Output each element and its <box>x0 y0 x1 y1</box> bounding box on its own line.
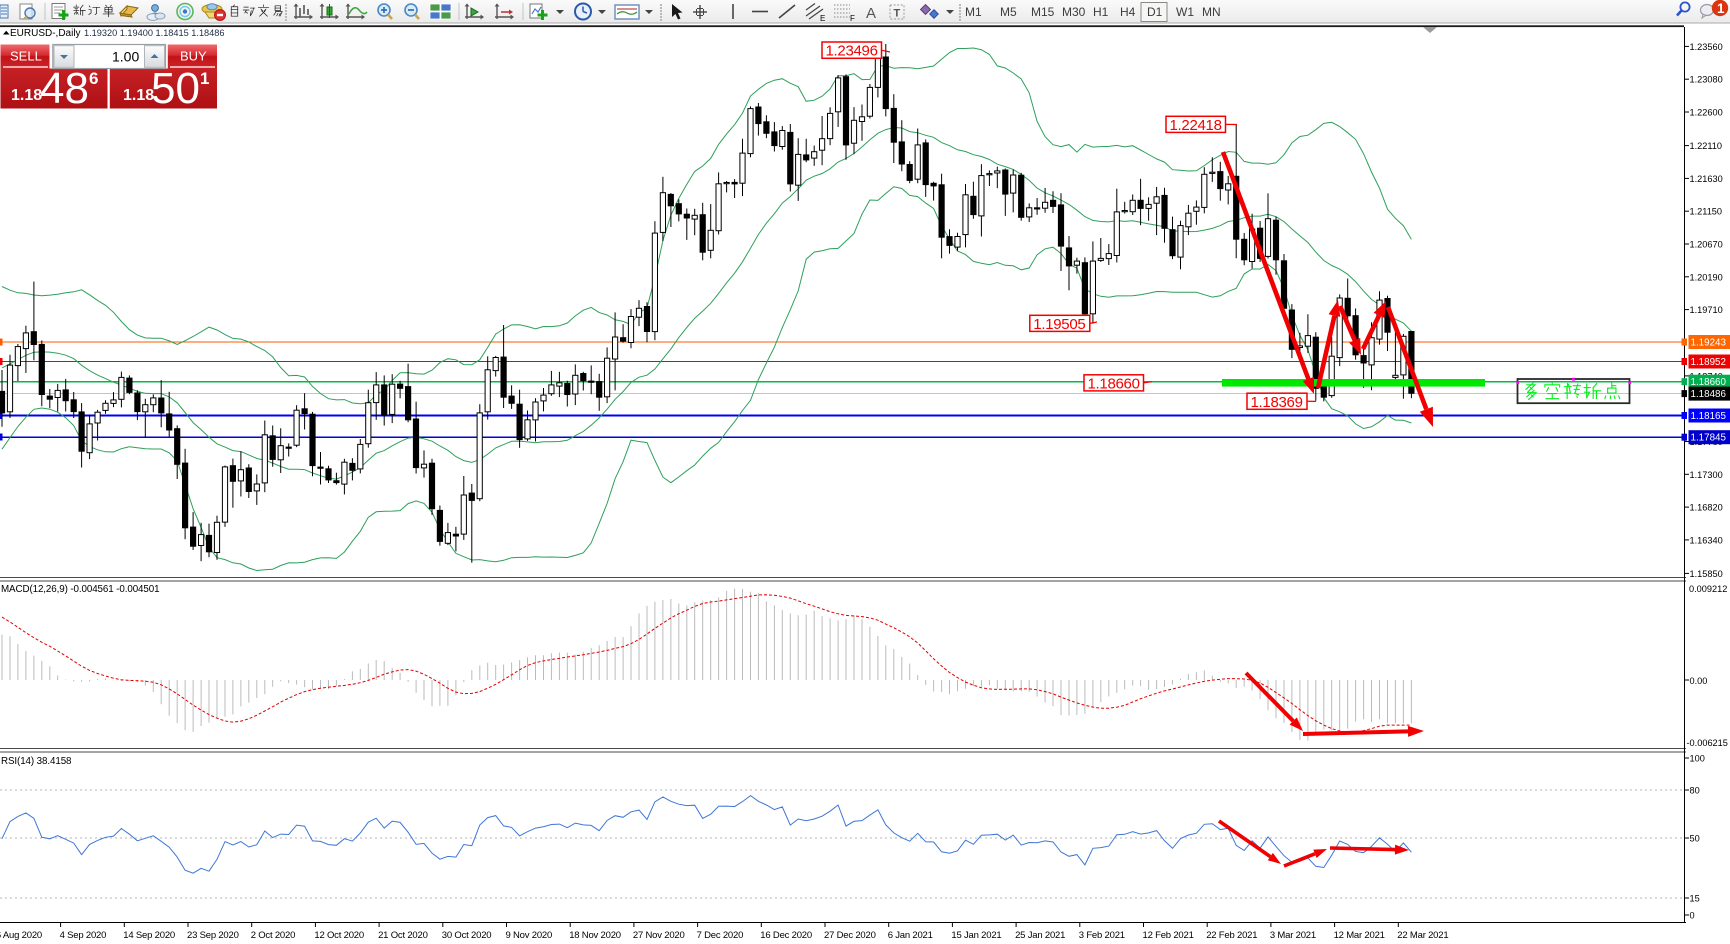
svg-text:H4: H4 <box>1120 5 1136 19</box>
svg-text:RSI(14) 38.4158: RSI(14) 38.4158 <box>1 756 72 767</box>
svg-text:1.16820: 1.16820 <box>1690 503 1723 513</box>
svg-text:1.22110: 1.22110 <box>1690 141 1723 151</box>
svg-text:1.18165: 1.18165 <box>1691 411 1727 422</box>
svg-text:27 Dec 2020: 27 Dec 2020 <box>824 930 876 941</box>
svg-text:6 Aug 2020: 6 Aug 2020 <box>0 930 42 941</box>
svg-text:48: 48 <box>40 64 89 113</box>
svg-text:25 Jan 2021: 25 Jan 2021 <box>1015 930 1065 941</box>
svg-text:1.00: 1.00 <box>112 49 139 65</box>
svg-text:15 Jan 2021: 15 Jan 2021 <box>951 930 1001 941</box>
svg-text:1.20670: 1.20670 <box>1690 240 1723 250</box>
svg-text:1.18660: 1.18660 <box>1088 375 1140 392</box>
svg-text:14 Sep 2020: 14 Sep 2020 <box>123 930 175 941</box>
svg-text:50: 50 <box>151 64 200 113</box>
svg-text:16 Dec 2020: 16 Dec 2020 <box>760 930 812 941</box>
svg-text:9 Nov 2020: 9 Nov 2020 <box>506 930 553 941</box>
svg-text:H1: H1 <box>1093 5 1109 19</box>
svg-text:6: 6 <box>89 69 98 88</box>
svg-text:30 Oct 2020: 30 Oct 2020 <box>442 930 492 941</box>
svg-text:M1: M1 <box>965 5 982 19</box>
svg-text:1.17300: 1.17300 <box>1690 470 1723 480</box>
svg-text:1.21150: 1.21150 <box>1690 207 1723 217</box>
svg-text:1: 1 <box>200 69 209 88</box>
svg-text:1.18486: 1.18486 <box>1691 389 1727 400</box>
svg-text:W1: W1 <box>1176 5 1194 19</box>
svg-text:1.19320 1.19400 1.18415 1.1848: 1.19320 1.19400 1.18415 1.18486 <box>84 28 225 38</box>
svg-text:1.18952: 1.18952 <box>1691 357 1726 368</box>
svg-text:1.16340: 1.16340 <box>1690 535 1723 545</box>
svg-text:SELL: SELL <box>10 49 42 64</box>
svg-text:1.22600: 1.22600 <box>1690 108 1723 118</box>
svg-text:1.19505: 1.19505 <box>1033 316 1085 333</box>
svg-text:1.19710: 1.19710 <box>1690 305 1723 315</box>
svg-text:3 Feb 2021: 3 Feb 2021 <box>1079 930 1125 941</box>
svg-text:1.23080: 1.23080 <box>1690 75 1723 85</box>
svg-text:15: 15 <box>1690 894 1700 904</box>
svg-text:100: 100 <box>1690 754 1705 764</box>
svg-text:1.23496: 1.23496 <box>826 43 878 60</box>
svg-text:0.009212: 0.009212 <box>1689 584 1727 594</box>
svg-text:4 Sep 2020: 4 Sep 2020 <box>60 930 107 941</box>
svg-text:1.21630: 1.21630 <box>1690 174 1723 184</box>
svg-text:M5: M5 <box>1000 5 1017 19</box>
svg-text:21 Oct 2020: 21 Oct 2020 <box>378 930 428 941</box>
svg-text:MACD(12,26,9) -0.004561 -0.004: MACD(12,26,9) -0.004561 -0.004501 <box>1 584 159 595</box>
svg-text:1: 1 <box>1717 1 1725 16</box>
svg-text:50: 50 <box>1690 834 1700 844</box>
svg-text:12 Oct 2020: 12 Oct 2020 <box>314 930 364 941</box>
svg-text:A: A <box>866 5 876 22</box>
svg-text:12 Feb 2021: 12 Feb 2021 <box>1143 930 1194 941</box>
svg-text:80: 80 <box>1690 786 1700 796</box>
svg-text:1.20190: 1.20190 <box>1690 272 1723 282</box>
svg-text:MN: MN <box>1202 5 1221 19</box>
svg-text:F: F <box>850 14 855 23</box>
svg-text:6 Jan 2021: 6 Jan 2021 <box>888 930 933 941</box>
svg-text:1.22418: 1.22418 <box>1170 117 1222 134</box>
svg-text:M15: M15 <box>1031 5 1055 19</box>
svg-text:0.00: 0.00 <box>1690 676 1708 686</box>
svg-text:M30: M30 <box>1062 5 1086 19</box>
svg-text:2 Oct 2020: 2 Oct 2020 <box>251 930 295 941</box>
svg-text:-0.006215: -0.006215 <box>1687 738 1728 748</box>
svg-text:23 Sep 2020: 23 Sep 2020 <box>187 930 239 941</box>
svg-text:27 Nov 2020: 27 Nov 2020 <box>633 930 685 941</box>
svg-text:EURUSD-,Daily: EURUSD-,Daily <box>10 28 81 39</box>
svg-text:1.18369: 1.18369 <box>1251 394 1303 411</box>
svg-text:1.19243: 1.19243 <box>1691 338 1727 349</box>
svg-text:D1: D1 <box>1147 5 1163 19</box>
svg-text:22 Feb 2021: 22 Feb 2021 <box>1206 930 1257 941</box>
svg-text:E: E <box>820 14 825 23</box>
svg-text:12 Mar 2021: 12 Mar 2021 <box>1334 930 1385 941</box>
svg-text:BUY: BUY <box>180 49 207 64</box>
svg-text:1.18660: 1.18660 <box>1691 377 1727 388</box>
svg-text:7 Dec 2020: 7 Dec 2020 <box>697 930 744 941</box>
svg-text:1.18: 1.18 <box>11 87 42 104</box>
svg-text:1.17845: 1.17845 <box>1691 433 1727 444</box>
svg-text:22 Mar 2021: 22 Mar 2021 <box>1397 930 1448 941</box>
svg-text:0: 0 <box>1690 911 1695 921</box>
svg-text:1.18: 1.18 <box>123 87 154 104</box>
svg-text:T: T <box>894 8 901 20</box>
svg-text:1.23560: 1.23560 <box>1690 42 1723 52</box>
svg-text:3 Mar 2021: 3 Mar 2021 <box>1270 930 1316 941</box>
svg-text:18 Nov 2020: 18 Nov 2020 <box>569 930 621 941</box>
svg-text:1.15850: 1.15850 <box>1690 569 1723 579</box>
